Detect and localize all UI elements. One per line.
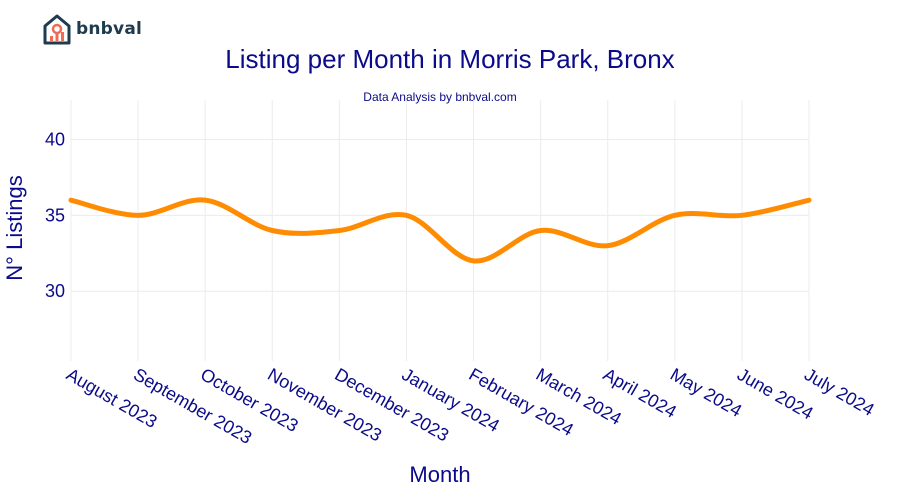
x-tick-label: September 2023 [130,364,255,448]
house-logo-icon [43,14,71,45]
series-line-listings [68,197,812,264]
brand-name: bnbval [76,19,143,39]
y-tick-label: 40 [45,129,65,149]
x-tick-label: May 2024 [667,364,745,421]
chart-title: Listing per Month in Morris Park, Bronx [225,44,675,74]
x-tick-label: June 2024 [734,364,817,423]
y-axis-title: N° Listings [2,175,27,280]
y-tick-label: 35 [45,205,65,225]
x-axis-title: Month [409,462,470,487]
y-tick-label: 30 [45,281,65,301]
brand-logo: bnbval [42,13,142,45]
chart-subtitle: Data Analysis by bnbval.com [363,90,517,104]
x-tick-label: November 2023 [264,364,385,445]
grid [70,100,810,361]
x-tick-label: December 2023 [331,364,452,445]
y-axis-ticks: 30 35 40 [45,129,65,301]
series-layer [68,197,812,264]
